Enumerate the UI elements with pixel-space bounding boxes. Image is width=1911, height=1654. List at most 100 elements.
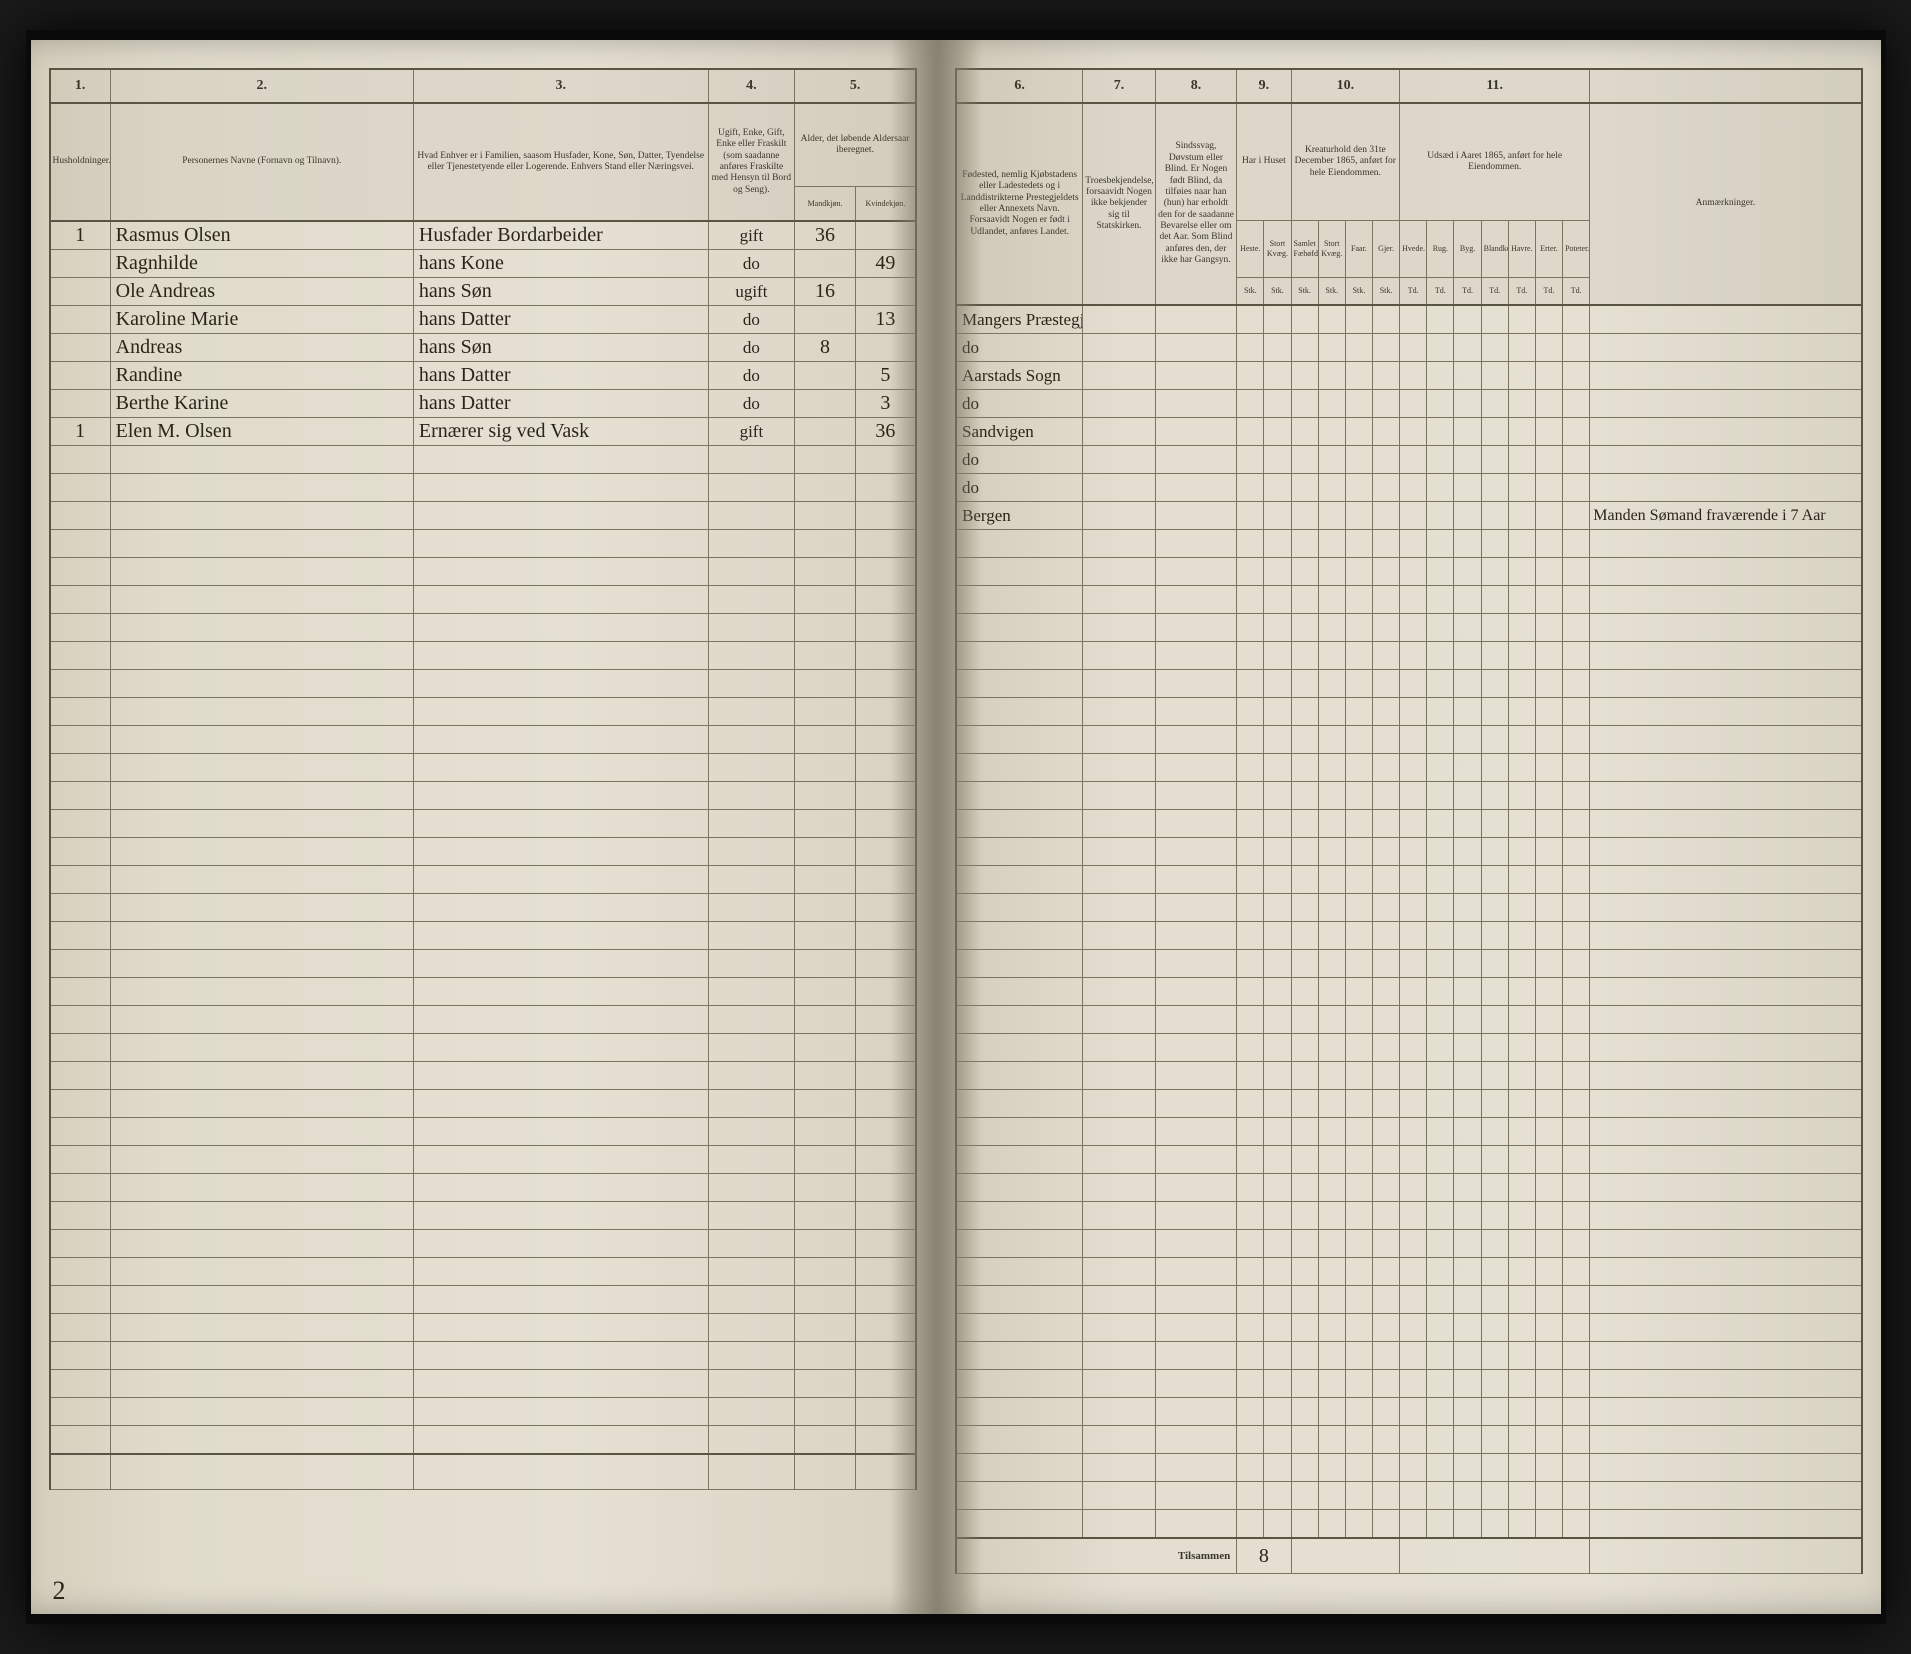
cell-name <box>110 1370 413 1398</box>
cell-hh <box>50 334 111 362</box>
sub-10-2: Faar. <box>1345 221 1372 278</box>
cell-num-1 <box>1264 1034 1291 1062</box>
cell-num-1 <box>1264 1062 1291 1090</box>
cell-num-7 <box>1427 586 1454 614</box>
cell-faith <box>1083 305 1155 334</box>
cell-remark <box>1590 1174 1862 1202</box>
cell-age-m <box>795 1146 856 1174</box>
cell-remark <box>1590 1258 1862 1286</box>
cell-disability <box>1155 1286 1236 1314</box>
cell-hh <box>50 586 111 614</box>
cell-age-m <box>795 1342 856 1370</box>
sub-11-0: Hvede. <box>1400 221 1427 278</box>
sub-10-0: Samlet Fæhøfde <box>1291 221 1318 278</box>
cell-relation <box>413 1230 708 1258</box>
cell-status <box>708 614 795 642</box>
cell-num-10 <box>1508 446 1535 474</box>
cell-num-4 <box>1345 1258 1372 1286</box>
cell-num-11 <box>1535 838 1562 866</box>
cell-remark <box>1590 334 1862 362</box>
header-disability: Sindssvag, Døvstum eller Blind. Er Nogen… <box>1155 103 1236 305</box>
cell-num-4 <box>1345 726 1372 754</box>
cell-num-2 <box>1291 866 1318 894</box>
cell-age-m <box>795 1230 856 1258</box>
cell-num-4 <box>1345 614 1372 642</box>
cell-name <box>110 950 413 978</box>
cell-num-12 <box>1563 810 1590 838</box>
cell-name <box>110 1342 413 1370</box>
cell-num-5 <box>1372 1034 1399 1062</box>
cell-relation: hans Søn <box>413 334 708 362</box>
cell-name <box>110 1398 413 1426</box>
cell-name <box>110 642 413 670</box>
cell-num-10 <box>1508 670 1535 698</box>
cell-num-3 <box>1318 558 1345 586</box>
cell-num-7 <box>1427 642 1454 670</box>
cell-disability <box>1155 950 1236 978</box>
cell-status <box>708 810 795 838</box>
cell-num-0 <box>1237 698 1264 726</box>
cell-relation <box>413 782 708 810</box>
cell-status <box>708 1314 795 1342</box>
cell-num-6 <box>1400 1286 1427 1314</box>
cell-num-10 <box>1508 1314 1535 1342</box>
cell-num-0 <box>1237 754 1264 782</box>
cell-num-10 <box>1508 1510 1535 1539</box>
cell-status <box>708 1370 795 1398</box>
cell-num-9 <box>1481 1454 1508 1482</box>
cell-disability <box>1155 782 1236 810</box>
cell-num-7 <box>1427 1314 1454 1342</box>
cell-num-3 <box>1318 1202 1345 1230</box>
cell-num-5 <box>1372 698 1399 726</box>
cell-faith <box>1083 838 1155 866</box>
cell-age-m <box>795 922 856 950</box>
cell-num-12 <box>1563 950 1590 978</box>
cell-status: do <box>708 362 795 390</box>
cell-num-4 <box>1345 1454 1372 1482</box>
cell-num-6 <box>1400 1118 1427 1146</box>
cell-num-9 <box>1481 418 1508 446</box>
cell-num-6 <box>1400 558 1427 586</box>
cell-num-1 <box>1264 922 1291 950</box>
cell-num-2 <box>1291 1202 1318 1230</box>
cell-num-5 <box>1372 866 1399 894</box>
cell-age-m <box>795 446 856 474</box>
cell-num-6 <box>1400 1510 1427 1539</box>
cell-name <box>110 1006 413 1034</box>
cell-num-6 <box>1400 698 1427 726</box>
cell-remark <box>1590 558 1862 586</box>
cell-age-m <box>795 306 856 334</box>
cell-hh <box>50 1370 111 1398</box>
unit-5: Stk. <box>1372 278 1399 306</box>
cell-num-4 <box>1345 978 1372 1006</box>
cell-num-7 <box>1427 1510 1454 1539</box>
cell-faith <box>1083 978 1155 1006</box>
cell-relation: hans Datter <box>413 306 708 334</box>
right-table: 6. 7. 8. 9. 10. 11. Fødested, nemlig Kjø… <box>955 68 1863 1574</box>
cell-num-12 <box>1563 866 1590 894</box>
cell-num-5 <box>1372 1090 1399 1118</box>
cell-num-0 <box>1237 1202 1264 1230</box>
cell-num-11 <box>1535 1482 1562 1510</box>
cell-num-6 <box>1400 1370 1427 1398</box>
cell-num-5 <box>1372 838 1399 866</box>
cell-age-m <box>795 1118 856 1146</box>
cell-num-1 <box>1264 642 1291 670</box>
cell-num-11 <box>1535 950 1562 978</box>
cell-num-4 <box>1345 1146 1372 1174</box>
cell-num-12 <box>1563 1118 1590 1146</box>
cell-num-8 <box>1454 1482 1481 1510</box>
cell-faith <box>1083 586 1155 614</box>
cell-relation <box>413 698 708 726</box>
cell-name: Berthe Karine <box>110 390 413 418</box>
cell-num-0 <box>1237 838 1264 866</box>
cell-disability <box>1155 1062 1236 1090</box>
cell-num-3 <box>1318 1286 1345 1314</box>
cell-num-12 <box>1563 1258 1590 1286</box>
cell-num-0 <box>1237 726 1264 754</box>
cell-num-0 <box>1237 1090 1264 1118</box>
col-9-num: 9. <box>1237 69 1291 103</box>
cell-num-0 <box>1237 950 1264 978</box>
cell-num-12 <box>1563 1230 1590 1258</box>
cell-num-7 <box>1427 754 1454 782</box>
